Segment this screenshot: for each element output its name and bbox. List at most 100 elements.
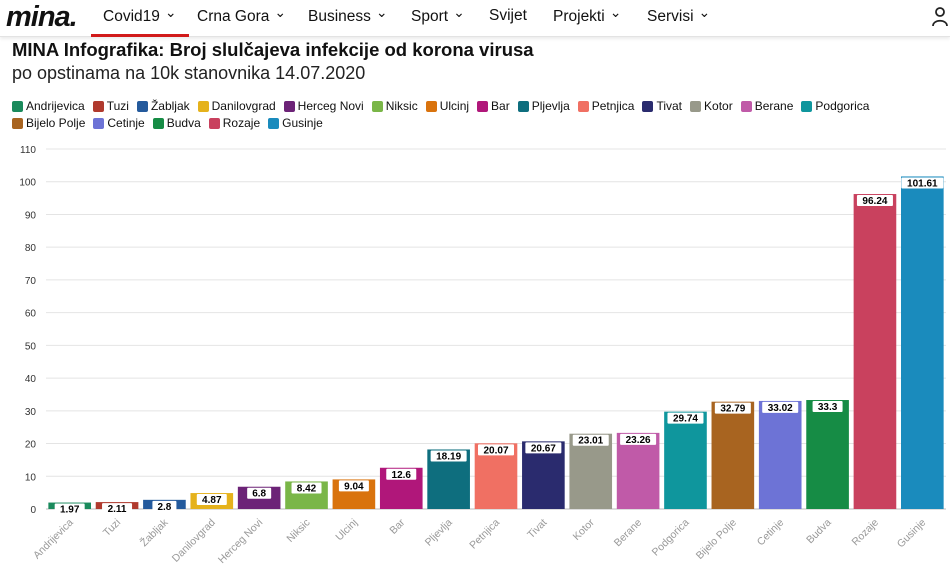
data-label-background bbox=[338, 480, 369, 492]
data-label: 33.3 bbox=[818, 402, 838, 413]
legend-item[interactable]: Danilovgrad bbox=[197, 98, 276, 114]
chart-legend: Andrijevica Tuzi Žabljak Danilovgrad Herceg … bbox=[12, 98, 942, 131]
legend-label: Danilovgrad bbox=[211, 99, 276, 113]
legend-item[interactable]: Tuzi bbox=[92, 98, 129, 114]
legend-item[interactable]: Rozaje bbox=[208, 115, 260, 131]
x-tick-label: Pljevlja bbox=[423, 517, 455, 549]
x-tick-label: Danilovgrad bbox=[170, 517, 218, 565]
data-label: 32.79 bbox=[720, 404, 745, 415]
legend-swatch bbox=[92, 100, 104, 112]
legend-swatch bbox=[642, 100, 654, 112]
nav-item-label: Covid19 bbox=[103, 8, 160, 25]
x-tick-label: Ulcinj bbox=[333, 517, 360, 544]
nav-item-svijet[interactable]: Svijet bbox=[489, 0, 527, 34]
nav-item-label: Servisi bbox=[647, 8, 694, 25]
nav-item-servisi[interactable]: Servisi ⌄ bbox=[647, 0, 710, 34]
nav-item-projekti[interactable]: Projekti ⌄ bbox=[553, 0, 621, 34]
legend-label: Žabljak bbox=[150, 99, 190, 113]
x-tick-label: Podgorica bbox=[650, 517, 692, 559]
nav-item-sport[interactable]: Sport ⌄ bbox=[411, 0, 465, 34]
legend-item[interactable]: Budva bbox=[152, 115, 201, 131]
legend-label: Petnjica bbox=[591, 99, 635, 113]
data-label-background bbox=[762, 401, 799, 413]
legend-item[interactable]: Petnjica bbox=[577, 98, 635, 114]
y-tick-label: 80 bbox=[25, 243, 37, 254]
data-label: 9.04 bbox=[344, 481, 364, 492]
bar[interactable] bbox=[616, 432, 660, 509]
data-label-background bbox=[386, 468, 417, 480]
x-tick-label: Rozaje bbox=[849, 517, 881, 549]
x-tick-label: Tuzi bbox=[101, 517, 123, 539]
data-label: 33.02 bbox=[768, 403, 793, 414]
bar[interactable] bbox=[711, 401, 755, 509]
bar[interactable] bbox=[901, 176, 944, 509]
data-label: 96.24 bbox=[862, 196, 887, 207]
user-icon[interactable] bbox=[932, 7, 948, 27]
x-tick-label: Niksic bbox=[284, 517, 312, 545]
data-label-background bbox=[667, 412, 704, 424]
legend-item[interactable]: Andrijevica bbox=[12, 98, 85, 114]
legend-item[interactable]: Kotor bbox=[690, 98, 733, 114]
data-label: 23.26 bbox=[626, 435, 651, 446]
data-label: 101.61 bbox=[907, 178, 938, 189]
data-label: 12.6 bbox=[392, 470, 412, 481]
legend-item[interactable]: Herceg Novi bbox=[283, 98, 364, 114]
legend-label: Kotor bbox=[704, 99, 733, 113]
site-logo[interactable]: mina. bbox=[6, 1, 78, 33]
nav-item-crna-gora[interactable]: Crna Gora ⌄ bbox=[197, 0, 286, 34]
nav-item-label: Svijet bbox=[489, 7, 527, 24]
legend-item[interactable]: Žabljak bbox=[136, 98, 190, 114]
legend-item[interactable]: Tivat bbox=[642, 98, 682, 114]
data-label-background bbox=[478, 444, 514, 456]
legend-swatch bbox=[136, 100, 148, 112]
data-label-background bbox=[856, 195, 893, 207]
bar[interactable] bbox=[569, 433, 613, 509]
legend-item[interactable]: Gusinje bbox=[268, 115, 323, 131]
bar[interactable] bbox=[806, 400, 849, 509]
x-tick-label: Petnjica bbox=[467, 517, 502, 552]
legend-item[interactable]: Berane bbox=[740, 98, 793, 114]
legend-swatch bbox=[740, 100, 752, 112]
legend-label: Ulcinj bbox=[439, 99, 470, 113]
legend-label: Tivat bbox=[656, 99, 683, 113]
legend-label: Niksic bbox=[385, 99, 418, 113]
chart-subtitle: po opstinama na 10k stanovnika 14.07.202… bbox=[12, 63, 366, 83]
data-label-background bbox=[247, 487, 272, 499]
legend-item[interactable]: Bar bbox=[477, 98, 510, 114]
legend-swatch bbox=[690, 100, 702, 112]
data-label: 2.11 bbox=[108, 504, 127, 515]
data-label-background bbox=[620, 433, 657, 445]
legend-item[interactable]: Pljevlja bbox=[517, 98, 570, 114]
legend-label: Bar bbox=[491, 99, 510, 113]
nav-item-business[interactable]: Business ⌄ bbox=[308, 0, 388, 34]
legend-swatch bbox=[268, 117, 280, 129]
data-label-background bbox=[291, 482, 322, 494]
data-label: 20.67 bbox=[531, 443, 556, 454]
data-label-background bbox=[54, 503, 85, 515]
legend-label: Pljevlja bbox=[531, 99, 570, 113]
legend-swatch bbox=[152, 117, 164, 129]
data-label: 8.42 bbox=[297, 483, 317, 494]
legend-item[interactable]: Podgorica bbox=[801, 98, 869, 114]
legend-swatch bbox=[12, 100, 23, 112]
nav-item-covid19[interactable]: Covid19 ⌄ bbox=[91, 0, 189, 37]
legend-item[interactable]: Bijelo Polje bbox=[12, 115, 85, 131]
bar[interactable] bbox=[664, 411, 707, 509]
legend-label: Gusinje bbox=[282, 116, 323, 130]
y-tick-label: 50 bbox=[25, 341, 37, 352]
nav-item-label: Business bbox=[308, 8, 371, 25]
legend-item[interactable]: Niksic bbox=[371, 98, 418, 114]
y-tick-label: 90 bbox=[25, 210, 37, 221]
legend-swatch bbox=[283, 100, 295, 112]
data-label: 2.8 bbox=[157, 502, 171, 513]
legend-item[interactable]: Cetinje bbox=[93, 115, 145, 131]
legend-swatch bbox=[93, 117, 105, 129]
y-tick-label: 40 bbox=[25, 374, 37, 385]
data-label: 1.97 bbox=[60, 505, 80, 516]
bar[interactable] bbox=[853, 194, 897, 510]
chevron-down-icon: ⌄ bbox=[453, 4, 465, 20]
data-label: 18.19 bbox=[436, 451, 461, 462]
bar[interactable] bbox=[758, 400, 802, 509]
legend-item[interactable]: Ulcinj bbox=[425, 98, 470, 114]
chevron-down-icon: ⌄ bbox=[698, 4, 711, 20]
